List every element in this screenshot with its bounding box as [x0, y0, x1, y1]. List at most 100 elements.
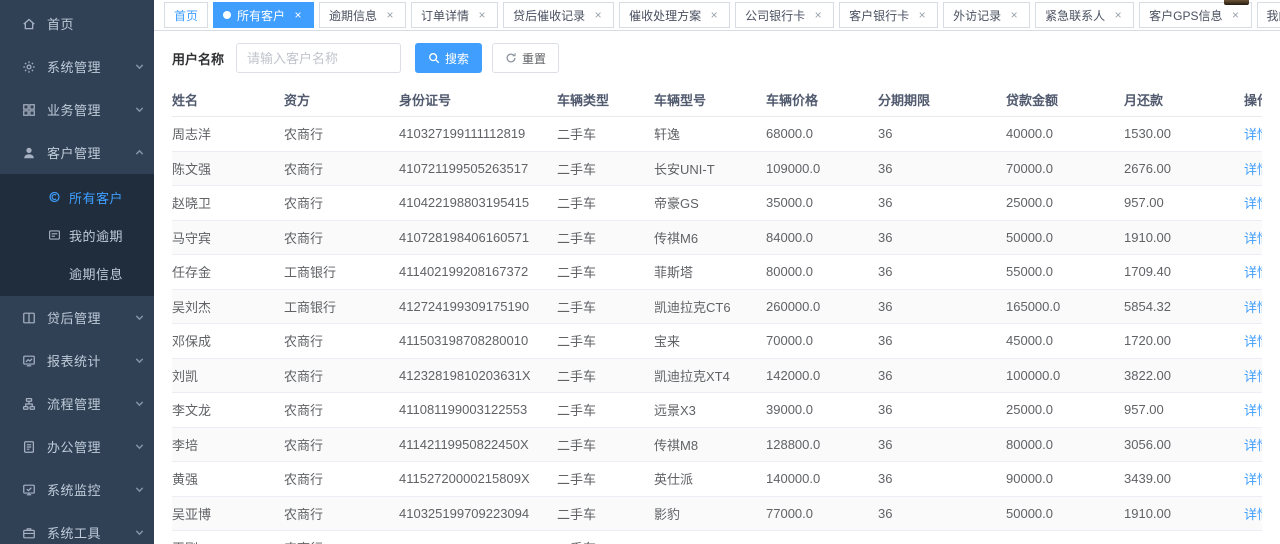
cell-loan-amount: 90000.0: [1006, 471, 1053, 487]
cell-funder: 农商行: [284, 230, 324, 246]
sidebar-item-report-stats[interactable]: 报表统计: [0, 339, 154, 382]
close-icon[interactable]: ×: [294, 8, 302, 22]
home-icon: [21, 16, 37, 32]
table-row: 赵晓卫 农商行 410422198803195415 二手车 帝豪GS 3500…: [172, 186, 1262, 221]
active-dot-icon: [223, 11, 232, 19]
search-icon: [429, 53, 440, 64]
detail-link[interactable]: 详情: [1244, 506, 1262, 522]
detail-link[interactable]: 详情: [1244, 437, 1262, 453]
cell-vehicle-price: 140000.0: [766, 471, 821, 487]
sidebar-item-all-customers[interactable]: 所有客户: [0, 178, 154, 216]
cell-id-number: 412724199309175190: [399, 298, 530, 314]
sidebar-item-home[interactable]: 首页: [0, 2, 154, 45]
cell-installment-term: 36: [878, 264, 893, 280]
detail-link[interactable]: 详情: [1244, 196, 1262, 212]
cell-vehicle-model: 菲斯塔: [654, 265, 694, 281]
tab-post-loan-collection-records[interactable]: 贷后催收记录 ×: [503, 2, 615, 28]
sidebar-item-office-mgmt[interactable]: 办公管理: [0, 425, 154, 468]
sidebar-item-system-tools[interactable]: 系统工具: [0, 511, 154, 544]
tab-customer-bank-card[interactable]: 客户银行卡 ×: [839, 2, 939, 28]
close-icon[interactable]: ×: [1114, 8, 1122, 22]
cell-vehicle-model: 帝豪GS: [654, 196, 699, 212]
detail-link[interactable]: 详情: [1244, 472, 1262, 488]
column-header: 月还款: [1124, 93, 1164, 108]
close-icon[interactable]: ×: [386, 8, 394, 22]
detail-link[interactable]: 详情: [1244, 368, 1262, 384]
sidebar-item-label: 我的逾期: [69, 228, 124, 244]
tab-company-bank-card[interactable]: 公司银行卡 ×: [735, 2, 835, 28]
sidebar-item-system-monitor[interactable]: 系统监控: [0, 468, 154, 511]
sidebar-item-my-overdue[interactable]: 我的逾期: [0, 216, 154, 254]
cell-loan-amount: 40000.0: [1006, 126, 1053, 142]
tab-my-todo[interactable]: 我的待办 ×: [1256, 2, 1280, 28]
cell-installment-term: 36: [878, 229, 893, 245]
search-button[interactable]: 搜索: [415, 43, 483, 73]
tool-icon: [21, 525, 37, 541]
cell-funder: 农商行: [284, 437, 324, 453]
avatar[interactable]: [1224, 0, 1249, 5]
detail-link[interactable]: 详情: [1244, 403, 1262, 419]
customer-name-input[interactable]: [236, 43, 402, 73]
close-icon[interactable]: ×: [710, 8, 718, 22]
detail-link[interactable]: 详情: [1244, 265, 1262, 281]
cell-name: 周志洋: [172, 127, 212, 143]
cell-name: 黄强: [172, 472, 199, 488]
tab-order-detail[interactable]: 订单详情 ×: [411, 2, 499, 28]
tab-overdue-info[interactable]: 逾期信息 ×: [319, 2, 407, 28]
cell-loan-amount: 55000.0: [1006, 264, 1053, 280]
tab-label: 催收处理方案: [629, 8, 702, 23]
cell-vehicle-price: 109000.0: [766, 160, 821, 176]
column-header: 身份证号: [399, 93, 452, 108]
close-icon[interactable]: ×: [594, 8, 602, 22]
cell-vehicle-type: 二手车: [557, 538, 654, 544]
close-icon[interactable]: ×: [918, 8, 926, 22]
tab-visit-records[interactable]: 外访记录 ×: [943, 2, 1031, 28]
cell-id-number: 41142119950822450X: [399, 436, 529, 452]
tab-home[interactable]: 首页: [164, 2, 209, 28]
sidebar-item-customer-mgmt[interactable]: 客户管理: [0, 131, 154, 174]
sidebar-item-process-mgmt[interactable]: 流程管理: [0, 382, 154, 425]
detail-link[interactable]: 详情: [1244, 127, 1262, 143]
tab-emergency-contacts[interactable]: 紧急联系人 ×: [1035, 2, 1135, 28]
table-body: 周志洋 农商行 410327199111112819 二手车 轩逸 68000.…: [172, 117, 1262, 544]
close-icon[interactable]: ×: [1010, 8, 1018, 22]
cell-vehicle-model: 凯迪拉克CT6: [654, 299, 731, 315]
column-header: 车辆类型: [557, 93, 610, 108]
sidebar-item-system-mgmt[interactable]: 系统管理: [0, 45, 154, 88]
detail-link[interactable]: 详情: [1244, 299, 1262, 315]
close-icon[interactable]: ×: [1231, 8, 1239, 22]
sidebar-item-label: 逾期信息: [69, 266, 124, 282]
tab-all-customers[interactable]: 所有客户 ×: [213, 2, 315, 28]
search-form: 用户名称 搜索 重置: [172, 43, 1262, 73]
cell-loan-amount: 25000.0: [1006, 402, 1053, 418]
card-icon: [48, 229, 61, 242]
chevron-down-icon: [134, 484, 146, 496]
chevron-down-icon: [134, 267, 146, 279]
cell-id-number: 41152720000215809X: [399, 471, 530, 487]
detail-link[interactable]: 详情: [1244, 230, 1262, 246]
column-header: 车辆价格: [766, 93, 819, 108]
close-icon[interactable]: ×: [814, 8, 822, 22]
sidebar-item-overdue-info[interactable]: 逾期信息: [0, 254, 154, 292]
cell-installment-term: 36: [878, 402, 893, 418]
tab-customer-gps[interactable]: 客户GPS信息 ×: [1139, 2, 1252, 28]
chevron-down-icon: [134, 104, 146, 116]
reset-button[interactable]: 重置: [492, 43, 560, 73]
cell-vehicle-model: 英仕派: [654, 472, 694, 488]
cell-installment-term: 36: [878, 367, 893, 383]
sidebar-item-label: 流程管理: [47, 397, 102, 412]
sidebar-item-post-loan-mgmt[interactable]: 贷后管理: [0, 296, 154, 339]
close-icon[interactable]: ×: [478, 8, 486, 22]
detail-link[interactable]: 详情: [1244, 334, 1262, 350]
tab-collection-plan[interactable]: 催收处理方案 ×: [619, 2, 731, 28]
cell-funder: 工商银行: [284, 265, 337, 281]
cell-vehicle-type: 二手车: [557, 299, 597, 315]
cell-id-number: 410327199111112819: [399, 126, 526, 142]
cell-installment-term: 36: [878, 505, 893, 521]
detail-link[interactable]: 详情: [1244, 161, 1262, 177]
sidebar-item-business-mgmt[interactable]: 业务管理: [0, 88, 154, 131]
cell-id-number: 411402199208167372: [399, 264, 529, 280]
cell-vehicle-model: 传祺M6: [654, 230, 699, 246]
cell-vehicle-price: 77000.0: [766, 505, 813, 521]
sidebar-item-label: 系统管理: [47, 60, 102, 75]
